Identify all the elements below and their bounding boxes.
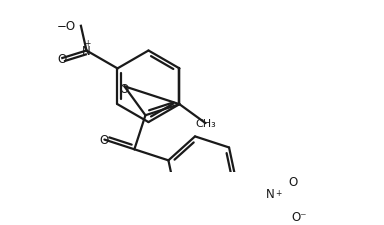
Text: N: N (266, 187, 275, 200)
Text: O: O (120, 82, 129, 95)
Text: O: O (58, 52, 67, 65)
Text: N: N (82, 45, 91, 58)
Text: +: + (84, 39, 90, 48)
Text: O: O (100, 133, 109, 146)
Text: O: O (288, 175, 297, 188)
Text: O⁻: O⁻ (292, 210, 307, 223)
Text: +: + (275, 189, 281, 197)
Text: CH₃: CH₃ (195, 119, 216, 128)
Text: −O: −O (56, 20, 76, 33)
